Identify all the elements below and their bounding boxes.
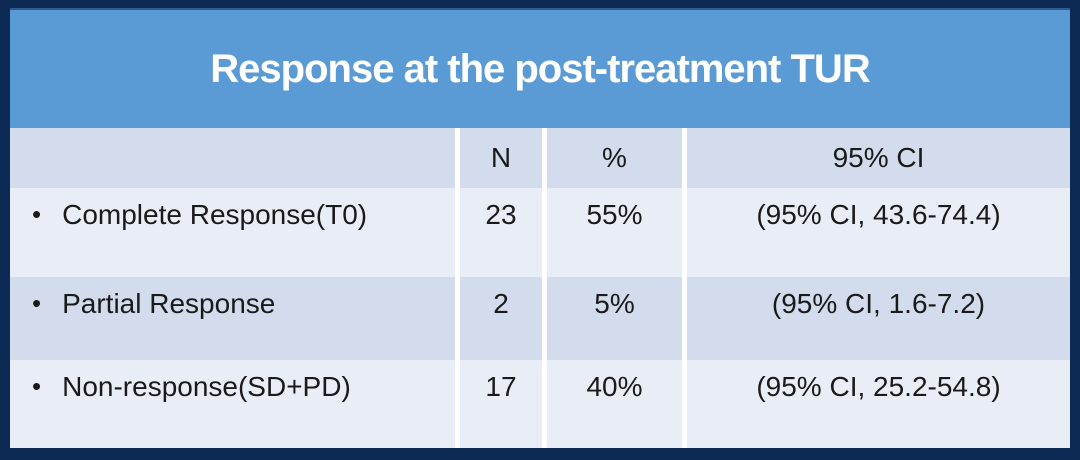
row-label: Complete Response(T0) bbox=[62, 199, 368, 230]
cell-ci: (95% CI, 25.2-54.8) bbox=[756, 371, 1001, 402]
column-divider bbox=[682, 277, 687, 360]
column-divider bbox=[455, 360, 460, 448]
column-divider bbox=[542, 188, 547, 277]
column-divider bbox=[682, 360, 687, 448]
row-label: Partial Response bbox=[62, 288, 276, 319]
column-header-empty bbox=[10, 128, 455, 188]
table-row: • Complete Response(T0) 23 55% (95% CI, … bbox=[10, 188, 1070, 277]
cell-n: 17 bbox=[485, 371, 517, 402]
column-divider bbox=[682, 128, 687, 188]
bullet-icon: • bbox=[32, 371, 42, 401]
column-header-pct: % bbox=[602, 142, 627, 174]
column-header-n: N bbox=[490, 142, 512, 174]
column-divider bbox=[542, 277, 547, 360]
column-divider bbox=[542, 360, 547, 448]
page-title: Response at the post-treatment TUR bbox=[210, 46, 870, 91]
cell-pct: 40% bbox=[586, 371, 643, 402]
row-label-cell: • Complete Response(T0) bbox=[10, 188, 455, 277]
column-divider bbox=[455, 128, 460, 188]
row-label-cell: • Non-response(SD+PD) bbox=[10, 360, 455, 448]
cell-n: 2 bbox=[493, 288, 509, 319]
row-label: Non-response(SD+PD) bbox=[62, 371, 351, 402]
bullet-icon: • bbox=[32, 199, 42, 229]
table-row: • Partial Response 2 5% (95% CI, 1.6-7.2… bbox=[10, 277, 1070, 360]
row-label-cell: • Partial Response bbox=[10, 277, 455, 360]
table-row: • Non-response(SD+PD) 17 40% (95% CI, 25… bbox=[10, 360, 1070, 448]
column-divider bbox=[682, 188, 687, 277]
column-divider bbox=[455, 277, 460, 360]
column-header-ci: 95% CI bbox=[832, 142, 925, 174]
cell-ci: (95% CI, 43.6-74.4) bbox=[756, 199, 1001, 230]
cell-ci: (95% CI, 1.6-7.2) bbox=[771, 288, 986, 319]
cell-pct: 5% bbox=[594, 288, 635, 319]
bullet-icon: • bbox=[32, 288, 42, 318]
cell-n: 23 bbox=[485, 199, 517, 230]
cell-pct: 55% bbox=[586, 199, 643, 230]
slide-content: Response at the post-treatment TUR N % 9… bbox=[10, 8, 1070, 448]
column-divider bbox=[542, 128, 547, 188]
title-bar: Response at the post-treatment TUR bbox=[10, 8, 1070, 128]
table-header-row: N % 95% CI bbox=[10, 128, 1070, 188]
response-table: N % 95% CI • Complete Response(T0) 23 55… bbox=[10, 128, 1070, 448]
column-divider bbox=[455, 188, 460, 277]
